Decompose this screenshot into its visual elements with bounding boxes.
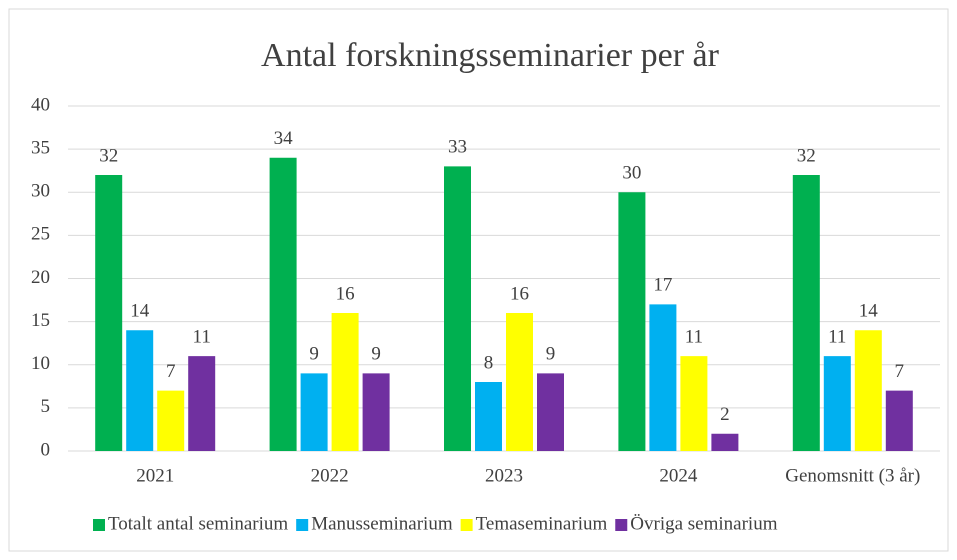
x-tick-label: 2024	[659, 465, 698, 486]
data-label: 7	[166, 361, 176, 382]
data-label: 8	[484, 352, 494, 373]
y-tick-label: 15	[31, 310, 50, 331]
bar	[188, 356, 216, 451]
x-tick-label: 2022	[311, 465, 349, 486]
bar	[300, 373, 328, 451]
bar	[618, 192, 646, 451]
bar	[649, 304, 677, 451]
data-label: 32	[797, 145, 816, 166]
legend-label: Totalt antal seminarium	[108, 513, 288, 534]
data-label: 11	[685, 326, 703, 347]
data-label: 30	[622, 163, 641, 184]
bar	[95, 175, 123, 451]
data-label: 9	[371, 344, 381, 365]
data-label: 7	[895, 361, 905, 382]
bar	[157, 390, 185, 451]
y-tick-label: 35	[31, 137, 50, 158]
legend-label: Manusseminarium	[311, 513, 453, 534]
data-label: 16	[510, 283, 529, 304]
bar	[269, 157, 297, 451]
bar	[823, 356, 851, 451]
bar	[126, 330, 154, 451]
x-tick-label: 2023	[485, 465, 523, 486]
chart-title: Antal forskningsseminarier per år	[261, 37, 720, 74]
bar	[885, 390, 913, 451]
bar	[362, 373, 390, 451]
bar	[444, 166, 471, 451]
x-tick-label: Genomsnitt (3 år)	[785, 465, 920, 486]
legend-swatch	[296, 519, 309, 531]
y-tick-label: 30	[31, 181, 50, 202]
legend-swatch	[615, 519, 628, 531]
data-label: 17	[653, 275, 672, 296]
bar	[680, 356, 708, 451]
data-label: 33	[448, 137, 467, 158]
data-label: 11	[193, 326, 211, 347]
data-label: 14	[130, 301, 150, 322]
data-label: 16	[336, 283, 355, 304]
bar	[475, 382, 502, 451]
data-label: 32	[99, 145, 118, 166]
y-tick-label: 5	[41, 396, 51, 417]
bar	[537, 373, 564, 451]
data-label: 14	[859, 301, 879, 322]
data-label: 9	[309, 344, 319, 365]
data-label: 11	[828, 326, 846, 347]
bar	[792, 175, 820, 451]
data-label: 34	[274, 128, 294, 149]
legend-label: Temaseminarium	[476, 513, 608, 534]
data-label: 2	[720, 404, 730, 425]
chart-border	[8, 8, 949, 552]
bar	[854, 330, 882, 451]
bar	[711, 433, 739, 451]
legend-label: Övriga seminarium	[630, 513, 777, 534]
y-tick-label: 10	[31, 353, 50, 374]
x-tick-label: 2021	[136, 465, 174, 486]
bar	[331, 313, 359, 451]
y-tick-label: 25	[31, 224, 50, 245]
data-label: 9	[546, 344, 556, 365]
y-tick-label: 40	[31, 94, 50, 115]
legend-swatch	[93, 519, 105, 531]
y-tick-label: 0	[41, 439, 51, 460]
legend-swatch	[460, 519, 473, 531]
bar	[506, 313, 533, 451]
y-tick-label: 20	[31, 267, 50, 288]
